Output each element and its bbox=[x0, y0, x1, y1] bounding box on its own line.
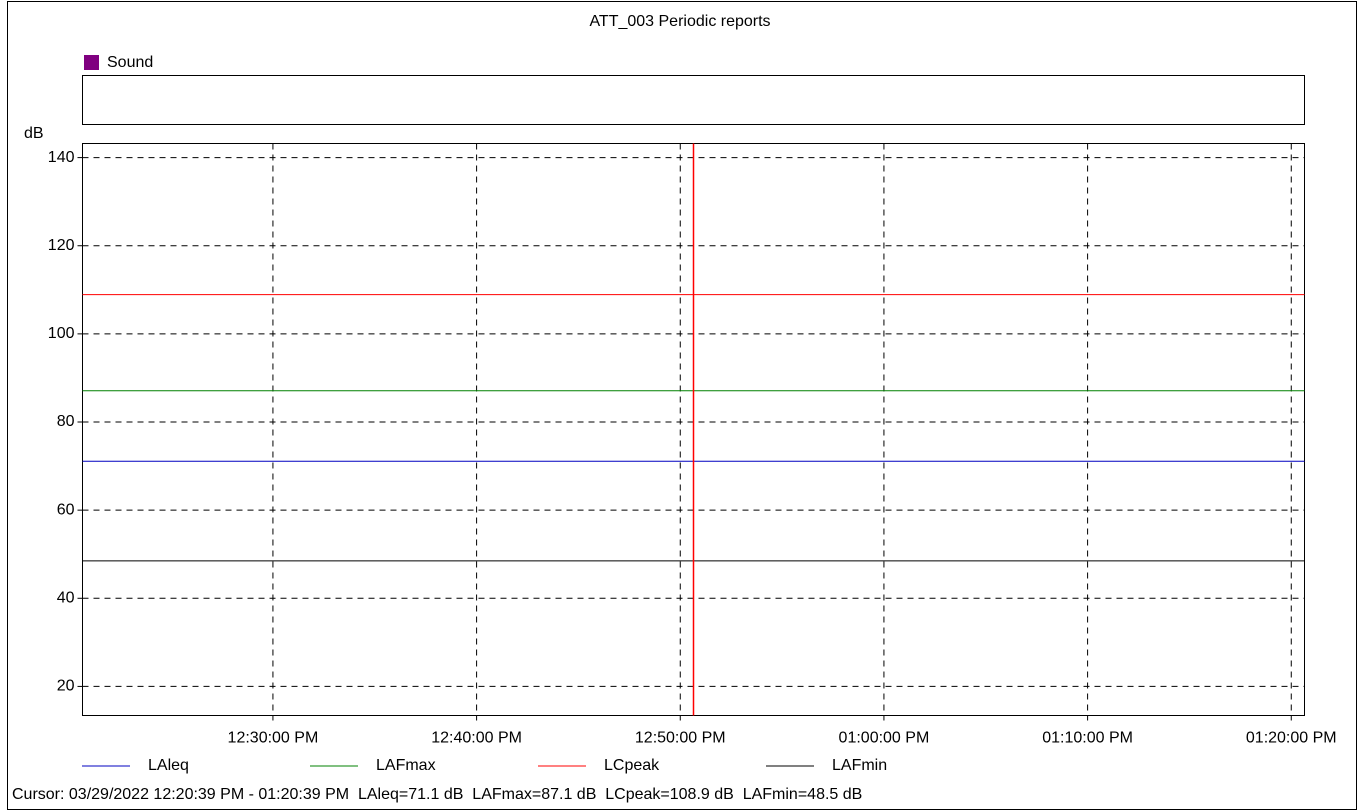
legend-label: LAleq bbox=[148, 757, 189, 774]
y-axis-label: dB bbox=[24, 125, 44, 142]
group-legend-label: Sound bbox=[107, 54, 153, 71]
y-tick-label: 20 bbox=[57, 678, 75, 695]
x-tick-label: 12:50:00 PM bbox=[635, 730, 726, 747]
x-tick-label: 01:20:00 PM bbox=[1246, 730, 1337, 747]
x-tick-label: 12:30:00 PM bbox=[228, 730, 319, 747]
y-tick-label: 140 bbox=[48, 149, 75, 166]
legend-label: LCpeak bbox=[604, 757, 660, 774]
status-text: Cursor: 03/29/2022 12:20:39 PM - 01:20:3… bbox=[12, 786, 862, 803]
x-tick-label: 01:10:00 PM bbox=[1042, 730, 1133, 747]
legend-label: LAFmin bbox=[832, 757, 887, 774]
y-tick-label: 100 bbox=[48, 325, 75, 342]
y-tick-label: 60 bbox=[57, 501, 75, 518]
x-tick-label: 12:40:00 PM bbox=[431, 730, 522, 747]
x-tick-label: 01:00:00 PM bbox=[839, 730, 930, 747]
frame bbox=[7, 1, 1357, 810]
group-box bbox=[82, 75, 1305, 125]
group-legend-swatch bbox=[84, 55, 99, 70]
y-tick-label: 120 bbox=[48, 237, 75, 254]
y-tick-label: 80 bbox=[57, 413, 75, 430]
chart-title: ATT_003 Periodic reports bbox=[589, 13, 770, 30]
y-tick-label: 40 bbox=[57, 589, 75, 606]
legend-label: LAFmax bbox=[376, 757, 436, 774]
